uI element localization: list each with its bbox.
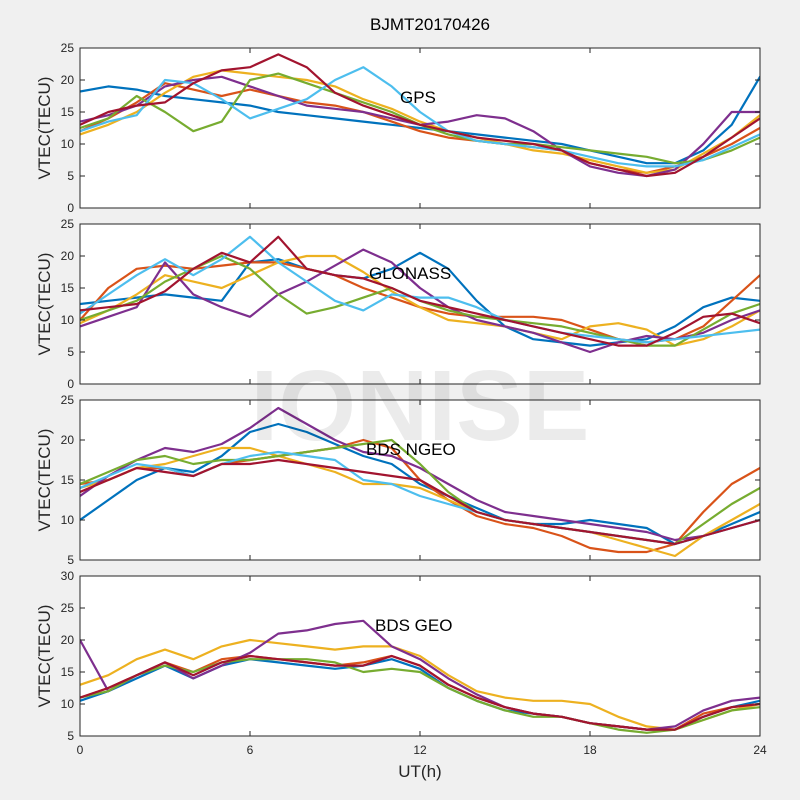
y-tick-label: 15 bbox=[61, 281, 75, 295]
series-line-4 bbox=[80, 248, 760, 354]
series-line-6 bbox=[80, 654, 760, 731]
x-tick-label: 24 bbox=[753, 743, 767, 757]
series-line-1 bbox=[80, 75, 760, 165]
series-line-7 bbox=[80, 235, 760, 347]
y-tick-label: 20 bbox=[61, 433, 75, 447]
y-tick-label: 20 bbox=[61, 633, 75, 647]
series-line-4 bbox=[80, 406, 760, 542]
x-axis-label: UT(h) bbox=[398, 762, 441, 781]
x-tick-label: 18 bbox=[583, 743, 597, 757]
series-line-7 bbox=[80, 53, 760, 178]
panel-4: 0 6 12 18 24 5 10 15 20 25 30 VTEC(TECU) BDS GEO bbox=[35, 569, 767, 757]
figure-title: BJMT20170426 bbox=[370, 15, 490, 34]
y-tick-label: 20 bbox=[61, 73, 75, 87]
y-tick-label: 25 bbox=[61, 393, 75, 407]
series-line-3 bbox=[80, 446, 760, 558]
series-group bbox=[80, 53, 760, 178]
y-tick-label: 5 bbox=[67, 553, 74, 567]
y-tick-label: 10 bbox=[61, 137, 75, 151]
series-line-3 bbox=[80, 254, 760, 347]
y-axis-label: VTEC(TECU) bbox=[35, 253, 54, 356]
y-tick-label: 10 bbox=[61, 513, 75, 527]
y-tick-label: 25 bbox=[61, 217, 75, 231]
y-tick-label: 5 bbox=[67, 345, 74, 359]
y-tick-label: 15 bbox=[61, 105, 75, 119]
y-tick-label: 10 bbox=[61, 313, 75, 327]
panel-2: 0 5 10 15 20 25 VTEC(TECU) GLONASS bbox=[35, 217, 761, 391]
y-tick-label: 0 bbox=[67, 377, 74, 391]
series-group bbox=[80, 406, 760, 558]
y-tick-label: 0 bbox=[67, 201, 74, 215]
y-tick-label: 30 bbox=[61, 569, 75, 583]
series-group bbox=[80, 235, 760, 354]
y-axis-label: VTEC(TECU) bbox=[35, 429, 54, 532]
x-tick-label: 0 bbox=[77, 743, 84, 757]
y-tick-label: 5 bbox=[67, 169, 74, 183]
series-line-3 bbox=[80, 638, 760, 731]
y-tick-label: 25 bbox=[61, 601, 75, 615]
panel-3: 5 10 15 20 25 VTEC(TECU) BDS NGEO bbox=[35, 393, 761, 567]
y-tick-label: 20 bbox=[61, 249, 75, 263]
y-tick-label: 5 bbox=[67, 729, 74, 743]
panel-annotation: GLONASS bbox=[369, 264, 451, 283]
y-tick-label: 15 bbox=[61, 665, 75, 679]
y-axis-label: VTEC(TECU) bbox=[35, 77, 54, 180]
panel-annotation: BDS GEO bbox=[375, 616, 452, 635]
series-line-1 bbox=[80, 422, 760, 546]
series-group bbox=[80, 619, 760, 734]
panel-annotation: GPS bbox=[400, 88, 436, 107]
y-axis-label: VTEC(TECU) bbox=[35, 605, 54, 708]
y-tick-label: 10 bbox=[61, 697, 75, 711]
series-line-7 bbox=[80, 458, 760, 546]
y-tick-label: 25 bbox=[61, 41, 75, 55]
series-line-1 bbox=[80, 251, 760, 347]
series-line-3 bbox=[80, 69, 760, 174]
x-tick-label: 12 bbox=[413, 743, 427, 757]
panel-annotation: BDS NGEO bbox=[366, 440, 456, 459]
panel-1: 0 5 10 15 20 25 VTEC(TECU) GPS bbox=[35, 41, 761, 215]
series-line-5 bbox=[80, 658, 760, 734]
x-tick-label: 6 bbox=[247, 743, 254, 757]
y-tick-label: 15 bbox=[61, 473, 75, 487]
series-line-6 bbox=[80, 235, 760, 344]
watermark-text: IONISE bbox=[251, 350, 590, 462]
plot-area bbox=[80, 224, 760, 384]
